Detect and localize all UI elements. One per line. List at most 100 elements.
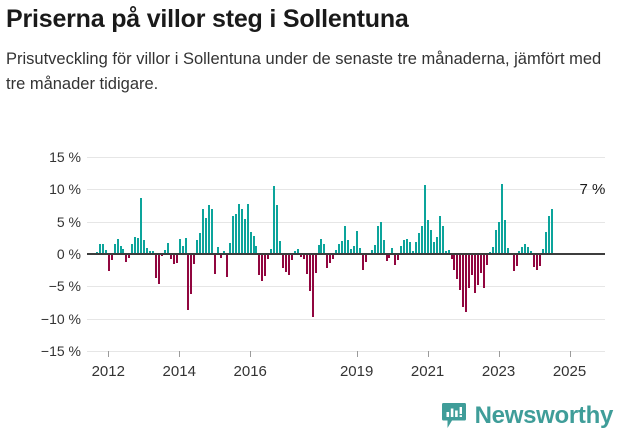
bar[interactable] xyxy=(418,232,420,254)
bar[interactable] xyxy=(548,216,551,254)
bar[interactable] xyxy=(361,254,364,270)
bar[interactable] xyxy=(364,254,367,263)
bar[interactable] xyxy=(444,251,447,254)
bar[interactable] xyxy=(426,219,429,254)
bar[interactable] xyxy=(208,204,211,254)
bar[interactable] xyxy=(113,243,116,254)
bar[interactable] xyxy=(500,184,503,254)
bar[interactable] xyxy=(379,221,382,254)
bar[interactable] xyxy=(450,254,453,260)
bar[interactable] xyxy=(172,254,175,264)
bar[interactable] xyxy=(282,254,285,268)
bar[interactable] xyxy=(202,209,205,254)
bar[interactable] xyxy=(323,244,326,254)
bar[interactable] xyxy=(400,245,403,254)
bar[interactable] xyxy=(211,208,214,254)
bar[interactable] xyxy=(338,244,341,254)
bar[interactable] xyxy=(219,254,222,258)
bar[interactable] xyxy=(506,247,509,254)
bar[interactable] xyxy=(394,254,397,265)
bar[interactable] xyxy=(373,244,376,254)
bar[interactable] xyxy=(477,254,480,286)
bar[interactable] xyxy=(178,239,181,254)
bar[interactable] xyxy=(317,244,320,254)
bar[interactable] xyxy=(157,254,160,284)
bar[interactable] xyxy=(279,241,282,254)
bar[interactable] xyxy=(237,204,240,254)
bar[interactable] xyxy=(459,254,462,291)
bar[interactable] xyxy=(530,250,533,254)
bar[interactable] xyxy=(515,254,518,266)
bar[interactable] xyxy=(137,238,140,254)
bar[interactable] xyxy=(350,248,353,254)
bar[interactable] xyxy=(432,241,435,254)
bar[interactable] xyxy=(140,197,143,254)
bar[interactable] xyxy=(131,244,134,254)
bar[interactable] xyxy=(480,254,483,274)
bar[interactable] xyxy=(533,254,536,267)
bar[interactable] xyxy=(468,254,471,289)
bar[interactable] xyxy=(246,204,249,254)
bar[interactable] xyxy=(152,251,155,254)
newsworthy-logo[interactable]: Newsworthy xyxy=(441,402,613,430)
bar[interactable] xyxy=(169,254,172,259)
bar[interactable] xyxy=(524,243,527,254)
bar[interactable] xyxy=(255,246,258,254)
bar[interactable] xyxy=(341,241,344,254)
bar[interactable] xyxy=(311,254,314,317)
bar[interactable] xyxy=(149,250,152,254)
bar[interactable] xyxy=(344,226,347,254)
bar[interactable] xyxy=(403,239,406,254)
bar[interactable] xyxy=(423,185,426,254)
bar[interactable] xyxy=(539,254,542,266)
bar[interactable] xyxy=(308,254,311,291)
bar[interactable] xyxy=(456,254,459,280)
bar[interactable] xyxy=(485,254,488,265)
bar[interactable] xyxy=(512,254,515,271)
bar[interactable] xyxy=(370,250,373,254)
bar[interactable] xyxy=(240,209,243,254)
bar[interactable] xyxy=(527,246,530,254)
bar[interactable] xyxy=(293,251,296,254)
bar[interactable] xyxy=(447,250,450,254)
bar[interactable] xyxy=(329,254,332,264)
bar[interactable] xyxy=(474,254,477,294)
bar[interactable] xyxy=(453,254,456,271)
bar[interactable] xyxy=(290,254,293,261)
bar[interactable] xyxy=(441,225,444,254)
bar[interactable] xyxy=(276,204,279,254)
bar[interactable] xyxy=(471,254,474,275)
bar[interactable] xyxy=(122,249,125,254)
bar[interactable] xyxy=(261,254,264,281)
bar[interactable] xyxy=(181,245,184,254)
bar[interactable] xyxy=(497,222,500,254)
bar[interactable] xyxy=(249,232,252,254)
bar[interactable] xyxy=(270,249,273,254)
bar[interactable] xyxy=(406,239,409,254)
bar[interactable] xyxy=(326,254,329,269)
bar[interactable] xyxy=(217,246,220,254)
bar[interactable] xyxy=(545,232,548,254)
bar[interactable] xyxy=(193,254,196,265)
bar[interactable] xyxy=(391,248,394,254)
bar[interactable] xyxy=(465,254,468,312)
bar[interactable] xyxy=(98,243,101,254)
bar[interactable] xyxy=(494,230,497,254)
bar[interactable] xyxy=(196,240,199,254)
bar[interactable] xyxy=(503,219,506,254)
bar[interactable] xyxy=(521,246,524,254)
bar[interactable] xyxy=(332,254,335,260)
bar[interactable] xyxy=(104,250,107,254)
bar[interactable] xyxy=(385,254,388,262)
bar[interactable] xyxy=(264,254,267,276)
bar[interactable] xyxy=(462,254,465,308)
bar[interactable] xyxy=(382,239,385,254)
bar[interactable] xyxy=(376,226,379,254)
bar[interactable] xyxy=(409,241,412,254)
bar[interactable] xyxy=(119,245,122,254)
bar[interactable] xyxy=(412,250,415,254)
bar[interactable] xyxy=(163,250,166,254)
bar[interactable] xyxy=(429,230,432,254)
bar[interactable] xyxy=(397,254,400,260)
bar[interactable] xyxy=(199,233,202,254)
